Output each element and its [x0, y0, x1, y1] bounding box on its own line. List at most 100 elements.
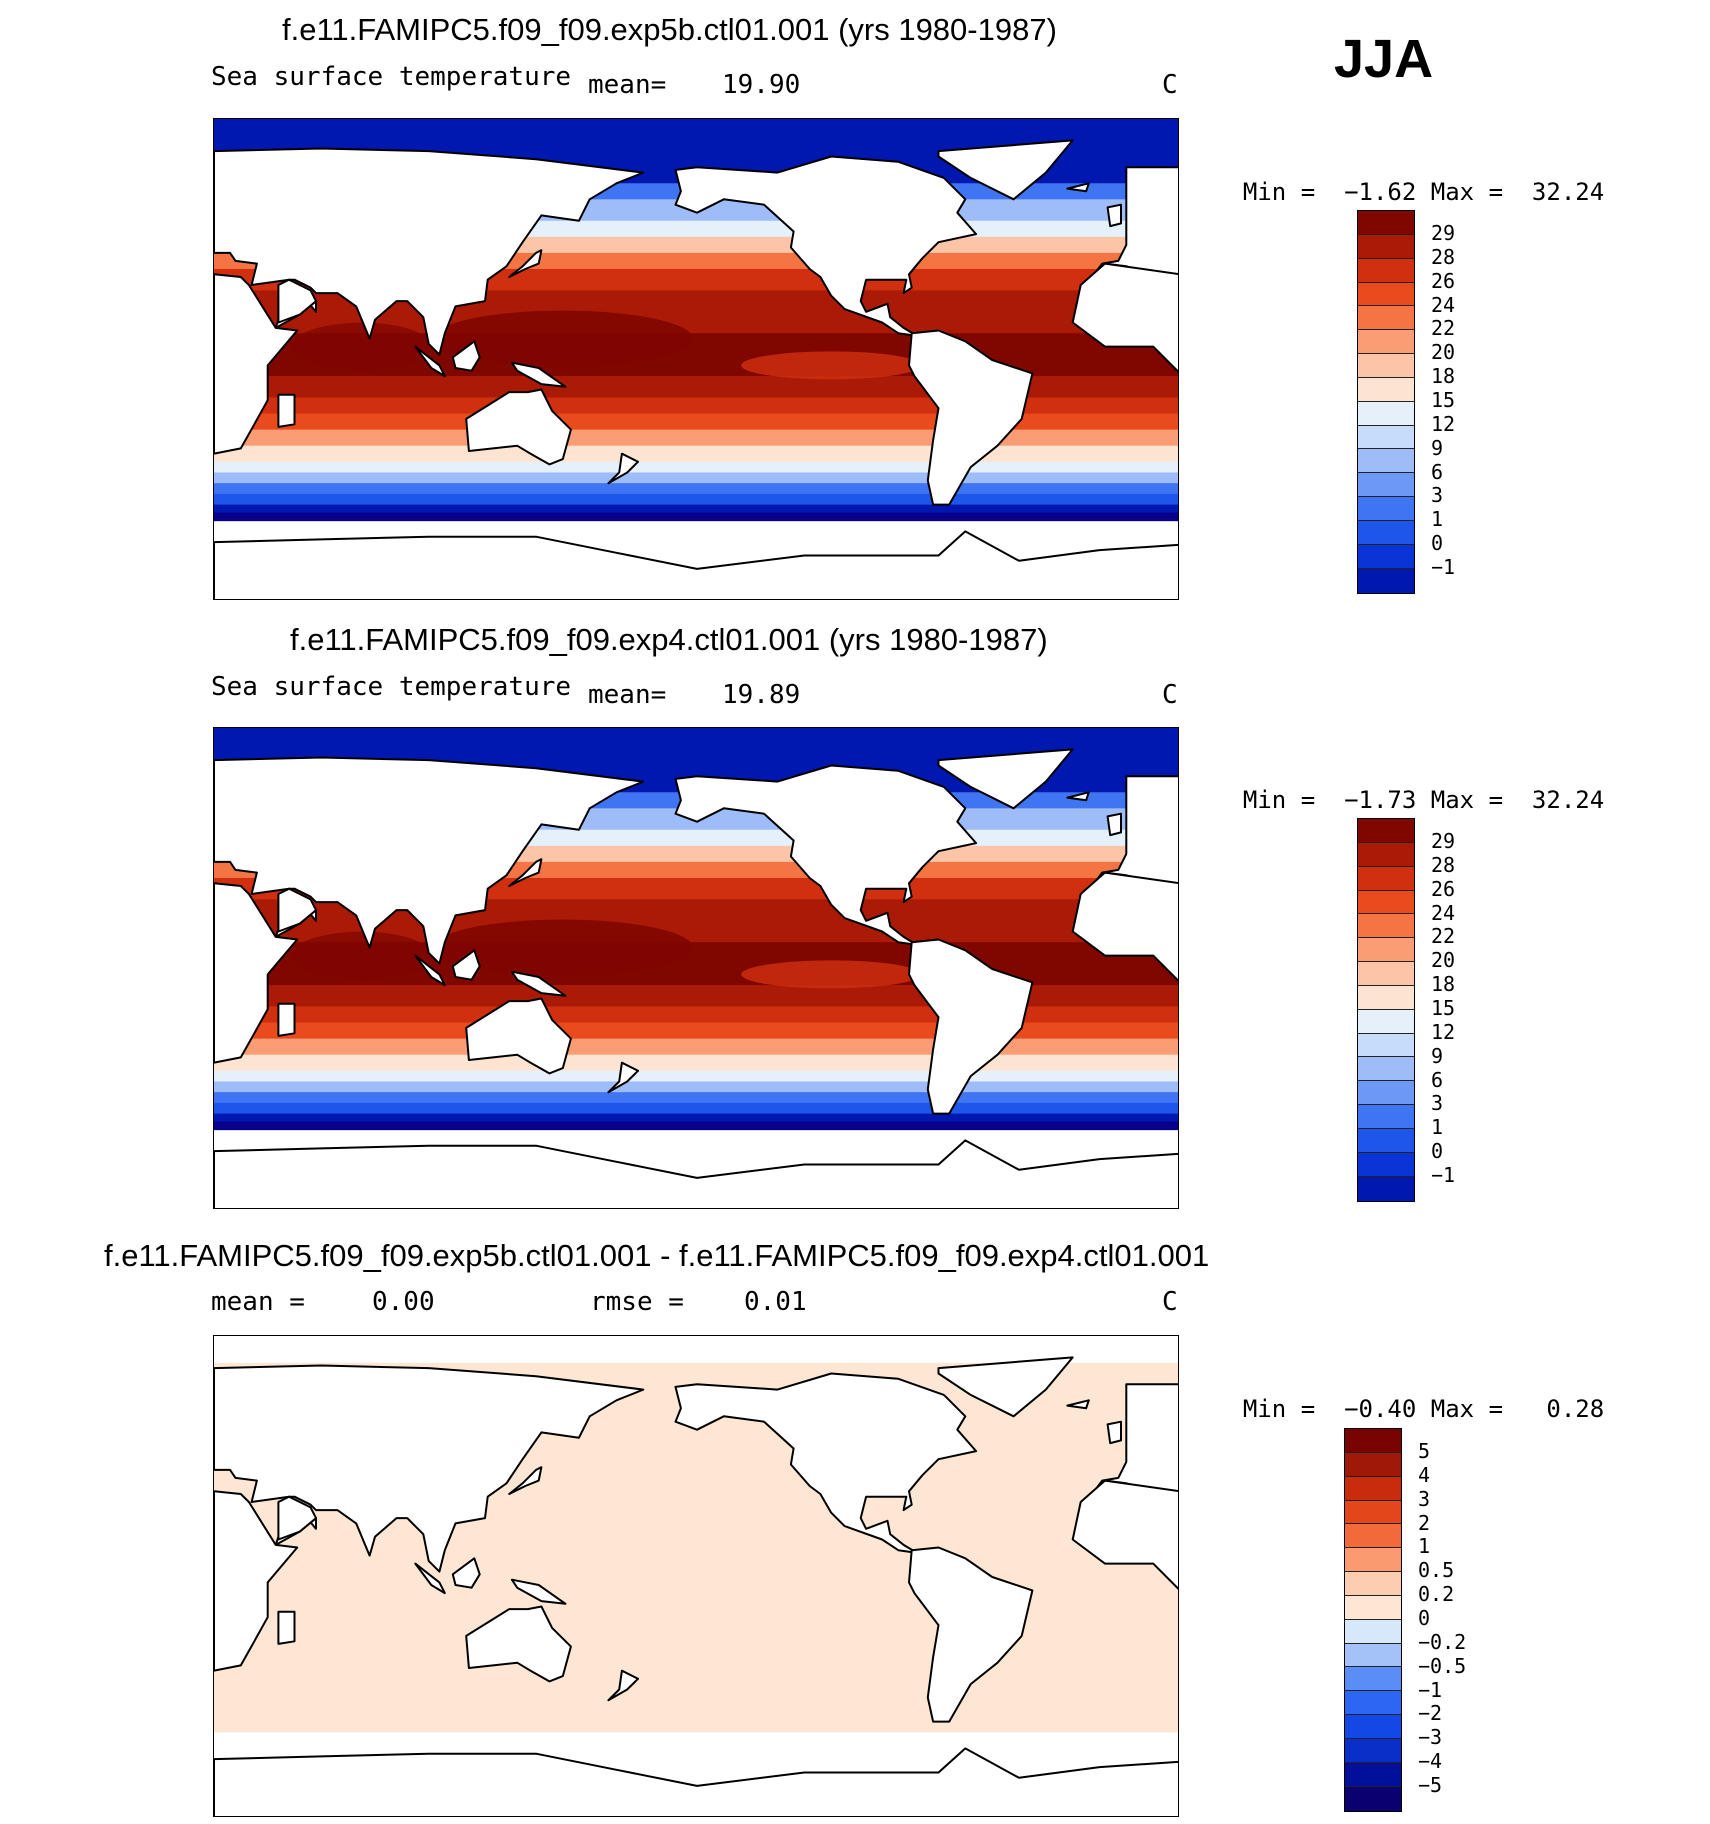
colorbar-tick-label: 1 — [1431, 1115, 1444, 1140]
colorbar-swatch — [1358, 1081, 1414, 1106]
land-coastline — [465, 997, 572, 1075]
sst-band — [214, 1121, 1178, 1131]
colorbar-tick-label: 12 — [1431, 411, 1456, 436]
panel2-mean-value: 19.89 — [722, 680, 801, 710]
colorbar-tick-label: 20 — [1431, 340, 1456, 365]
panel2-units: C — [1162, 680, 1178, 710]
colorbar-tick-label: 3 — [1431, 1091, 1444, 1116]
colorbar-swatch — [1358, 544, 1414, 569]
sst-band — [214, 985, 1178, 1007]
colorbar-tick-label: 0.2 — [1418, 1582, 1455, 1607]
land-coastline — [1106, 812, 1122, 837]
colorbar-swatch — [1358, 258, 1414, 283]
colorbar-swatch — [1358, 211, 1414, 235]
land-coastline — [1071, 1479, 1178, 1590]
colorbar-tick-label: −5 — [1418, 1772, 1443, 1797]
panel1-variable: Sea surface temperature — [211, 62, 572, 92]
colorbar-swatch — [1358, 401, 1414, 426]
cold-tongue — [741, 960, 922, 989]
panel3-title: f.e11.FAMIPC5.f09_f09.exp5b.ctl01.001 - … — [104, 1238, 1210, 1273]
colorbar-tick-label: 12 — [1431, 1019, 1456, 1044]
colorbar-swatch — [1358, 306, 1414, 331]
panel2-max-label: Max = — [1430, 786, 1504, 814]
colorbar-tick-label: −3 — [1418, 1725, 1443, 1750]
colorbar-tick-label: 1 — [1418, 1534, 1431, 1559]
land-coastline — [1106, 203, 1122, 228]
land-coastline — [277, 393, 296, 428]
colorbar-swatch — [1358, 520, 1414, 545]
land-coastline — [277, 278, 317, 324]
panel3-max-value: 0.28 — [1546, 1395, 1605, 1423]
panel3-units: C — [1162, 1287, 1178, 1317]
colorbar-tick-label: 15 — [1431, 995, 1456, 1020]
colorbar-swatch — [1358, 354, 1414, 378]
land-coastline — [674, 155, 978, 337]
panel1-min-label: Min = — [1242, 178, 1316, 206]
indian-ocean-warm — [291, 931, 432, 980]
colorbar-swatch — [1345, 1643, 1401, 1668]
colorbar-tick-label: 0 — [1431, 1139, 1444, 1164]
panel2-min-value: −1.73 — [1344, 786, 1417, 814]
colorbar-tick-label: 0.5 — [1418, 1558, 1455, 1583]
colorbar-tick-label: −1 — [1431, 554, 1456, 579]
land-coastline — [451, 1557, 481, 1589]
sst-band — [214, 376, 1178, 398]
warm-pool — [432, 919, 693, 976]
colorbar-swatch — [1345, 1786, 1401, 1811]
sst-band — [214, 1070, 1178, 1082]
panel1-max-label: Max = — [1430, 178, 1504, 206]
sst-band — [214, 1054, 1178, 1072]
panel1-title: f.e11.FAMIPC5.f09_f09.exp5b.ctl01.001 (y… — [282, 12, 1057, 47]
panel2-mean-label: mean= — [588, 680, 667, 710]
panel2-colorbar — [1357, 818, 1415, 1202]
colorbar-tick-label: 3 — [1431, 483, 1444, 508]
land-coastline — [465, 388, 572, 466]
colorbar-swatch — [1358, 1152, 1414, 1177]
colorbar-tick-label: 20 — [1431, 948, 1456, 973]
panel2-min-label: Min = — [1242, 786, 1316, 814]
colorbar-tick-label: 4 — [1418, 1462, 1431, 1487]
sst-band — [214, 472, 1178, 484]
colorbar-tick-label: 0 — [1418, 1605, 1431, 1630]
land-coastline — [277, 887, 317, 933]
colorbar-tick-label: −1 — [1431, 1162, 1456, 1187]
colorbar-swatch — [1345, 1762, 1401, 1787]
sst-band — [214, 445, 1178, 463]
land-coastline — [508, 1466, 543, 1495]
panel1-max-value: 32.24 — [1531, 178, 1605, 206]
colorbar-tick-label: 18 — [1431, 972, 1456, 997]
colorbar-tick-label: 5 — [1418, 1439, 1431, 1463]
panel3-rmse-label: rmse = — [590, 1287, 684, 1317]
indian-ocean-warm — [291, 322, 432, 371]
sst-band — [214, 1113, 1178, 1123]
colorbar-tick-label: 24 — [1431, 292, 1456, 317]
land-coastline — [214, 273, 299, 455]
colorbar-swatch — [1358, 819, 1414, 843]
land-coastline — [937, 1356, 1074, 1418]
land-coastline — [277, 1495, 317, 1541]
colorbar-swatch — [1358, 938, 1414, 963]
colorbar-swatch — [1358, 497, 1414, 521]
colorbar-tick-label: 2 — [1418, 1510, 1431, 1535]
land-coastline — [508, 249, 543, 278]
sst-band — [214, 1006, 1178, 1024]
land-coastline — [214, 530, 1178, 599]
panel1-minmax: Min = −1.62 Max = 32.24 — [1214, 150, 1604, 206]
colorbar-swatch — [1358, 1033, 1414, 1058]
land-coastline — [414, 345, 446, 378]
colorbar-swatch — [1358, 330, 1414, 355]
colorbar-swatch — [1358, 914, 1414, 939]
panel3-max-label: Max = — [1430, 1395, 1504, 1423]
panel3-rmse-value: 0.01 — [744, 1287, 807, 1317]
panel3-min-value: −0.40 — [1344, 1395, 1417, 1423]
land-coastline — [937, 139, 1074, 201]
panel1-mean-label: mean= — [588, 70, 667, 100]
land-coastline — [214, 756, 645, 965]
land-coastline — [508, 858, 543, 887]
sst-band — [214, 512, 1178, 522]
panel2-map — [213, 727, 1179, 1209]
colorbar-tick-label: 0 — [1431, 531, 1444, 556]
colorbar-tick-label: 22 — [1431, 316, 1456, 341]
land-coastline — [607, 1669, 639, 1702]
colorbar-tick-label: −1 — [1418, 1677, 1443, 1702]
